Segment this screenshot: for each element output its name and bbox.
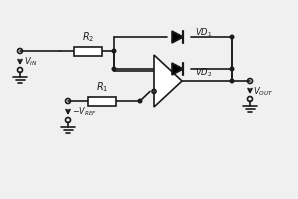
Bar	[88, 97, 116, 105]
Circle shape	[230, 79, 234, 83]
Text: $VD_1$: $VD_1$	[195, 27, 212, 39]
Polygon shape	[154, 55, 182, 107]
Text: $V_{IN}$: $V_{IN}$	[24, 56, 38, 68]
Text: $-V_{REF}$: $-V_{REF}$	[72, 106, 97, 118]
Bar	[74, 47, 102, 56]
Circle shape	[138, 99, 142, 103]
Text: $VD_2$: $VD_2$	[195, 67, 212, 79]
Circle shape	[112, 49, 116, 53]
Circle shape	[230, 35, 234, 39]
Polygon shape	[172, 31, 183, 43]
Circle shape	[112, 67, 116, 71]
Polygon shape	[172, 63, 183, 75]
Circle shape	[230, 67, 234, 71]
Text: $V_{OUT}$: $V_{OUT}$	[253, 85, 274, 98]
Text: $R_2$: $R_2$	[82, 30, 94, 44]
Text: $R_1$: $R_1$	[96, 80, 108, 94]
